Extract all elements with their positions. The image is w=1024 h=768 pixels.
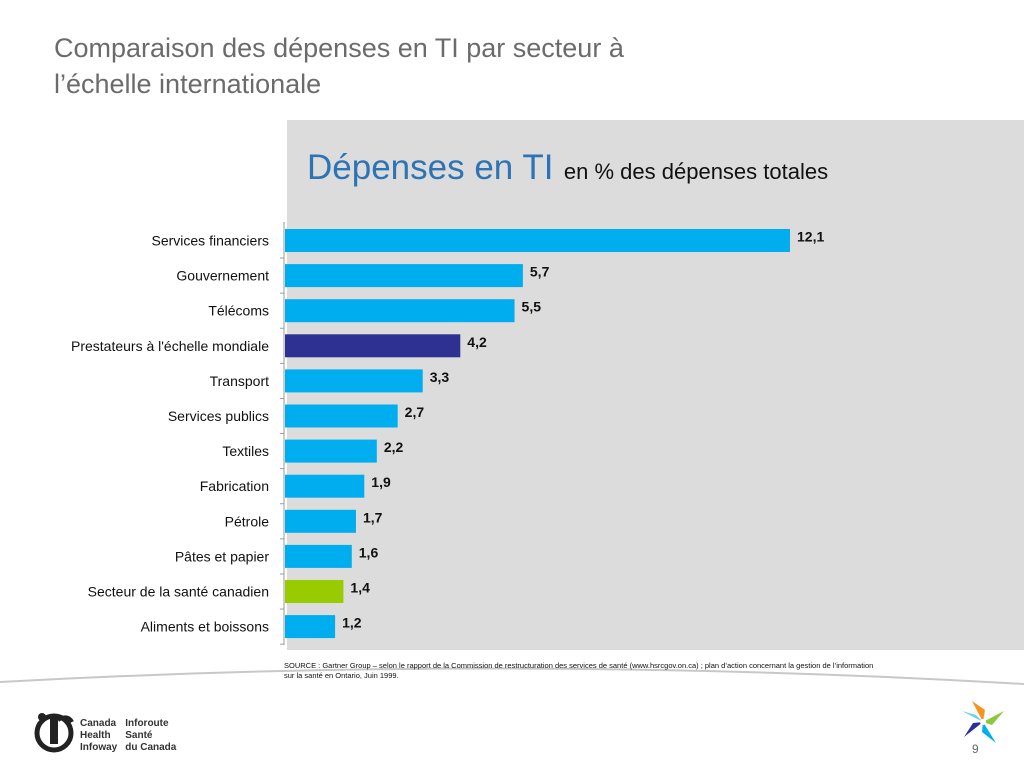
- value-label: 1,6: [359, 544, 379, 560]
- bar: [285, 299, 515, 323]
- footer-divider: [0, 667, 1024, 685]
- category-label: Fabrication: [200, 478, 269, 494]
- bar-chart: Services financiers 12,1 Gouvernement 5,7 Té…: [71, 222, 824, 645]
- category-label: Services publics: [168, 408, 269, 424]
- logo-text-fr: Inforoute Santé du Canada: [125, 718, 177, 753]
- bar: [285, 615, 336, 639]
- slide-title: Comparaison des dépenses en TI par secte…: [54, 30, 754, 102]
- value-label: 5,5: [522, 299, 542, 315]
- bar: [285, 544, 352, 568]
- value-label: 2,7: [405, 404, 425, 420]
- value-label: 4,2: [467, 334, 487, 350]
- slide-title-line-2: l’échelle internationale: [54, 69, 322, 99]
- bar: [285, 264, 523, 288]
- bar: [285, 229, 790, 252]
- category-label: Pétrole: [225, 513, 270, 529]
- bar: [285, 404, 398, 428]
- value-label: 1,7: [363, 509, 383, 525]
- category-label: Gouvernement: [176, 268, 269, 284]
- bar: [285, 580, 344, 603]
- bar: [285, 439, 377, 463]
- value-label: 12,1: [797, 229, 824, 245]
- chart-subtitle: en % des dépenses totales: [563, 159, 829, 184]
- page-number: 9: [972, 742, 979, 756]
- star-flower-logo-icon: [962, 701, 1004, 743]
- category-label: Pâtes et papier: [175, 548, 270, 564]
- canada-health-infoway-logo: Canada Health Infoway Inforoute Santé du…: [32, 708, 192, 758]
- slide-title-line-1: Comparaison des dépenses en TI par secte…: [54, 33, 624, 63]
- bar: [285, 334, 461, 358]
- category-label: Prestateurs à l'échelle mondiale: [71, 338, 269, 354]
- bar: [285, 474, 365, 498]
- value-label: 1,4: [350, 580, 370, 596]
- value-label: 5,7: [530, 264, 550, 280]
- category-label: Textiles: [222, 443, 269, 459]
- category-label: Télécoms: [208, 303, 269, 319]
- value-label: 1,9: [371, 474, 391, 490]
- chart-title: Dépenses en TI en % des dépenses totales: [307, 148, 828, 188]
- source-note: SOURCE : Gartner Group – selon le rappor…: [284, 661, 874, 680]
- value-label: 1,2: [342, 615, 362, 631]
- bar: [285, 509, 356, 533]
- category-label: Secteur de la santé canadien: [88, 584, 269, 600]
- value-label: 3,3: [430, 369, 450, 385]
- chart-title-main: Dépenses en TI: [307, 148, 554, 187]
- category-label: Transport: [210, 373, 270, 389]
- logo-text-en: Canada Health Infoway: [80, 718, 118, 753]
- value-label: 2,2: [384, 439, 404, 455]
- infoway-emblem-icon: [34, 713, 74, 753]
- category-label: Services financiers: [152, 233, 270, 249]
- bar: [285, 369, 423, 393]
- category-label: Aliments et boissons: [141, 619, 269, 635]
